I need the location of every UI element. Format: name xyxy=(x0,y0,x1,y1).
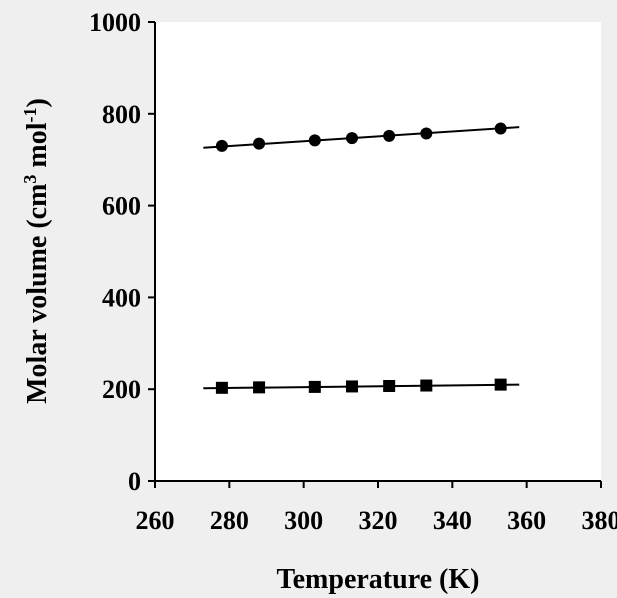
data-point-square xyxy=(494,378,507,391)
data-point-circle xyxy=(215,139,228,152)
data-point-square xyxy=(308,380,321,393)
x-tick-label: 260 xyxy=(136,506,175,535)
data-point-circle xyxy=(383,129,396,142)
x-tick-label: 300 xyxy=(284,506,323,535)
y-axis-title-main: Molar volume (cm xyxy=(22,184,53,404)
data-point-circle xyxy=(308,134,321,147)
y-axis-title: Molar volume (cm3 mol-1) xyxy=(20,98,53,404)
plot-area xyxy=(155,22,601,481)
x-axis-title: Temperature (K) xyxy=(277,564,480,595)
y-tick-label: 200 xyxy=(102,375,141,404)
chart-marks xyxy=(203,122,520,394)
data-point-circle xyxy=(345,132,358,145)
y-tick-label: 600 xyxy=(102,192,141,221)
x-tick-label: 280 xyxy=(210,506,249,535)
y-tick-label: 0 xyxy=(128,467,141,496)
data-point-square xyxy=(345,380,358,393)
x-tick-label: 380 xyxy=(582,506,617,535)
y-tick-label: 800 xyxy=(102,100,141,129)
y-ticks: 0 200 400 600 800 1000 xyxy=(89,8,155,496)
data-point-square xyxy=(383,379,396,392)
x-tick-label: 340 xyxy=(433,506,472,535)
data-point-square xyxy=(215,381,228,394)
data-point-square xyxy=(253,381,266,394)
data-point-square xyxy=(420,379,433,392)
y-tick-label: 1000 xyxy=(89,8,141,37)
y-axis-title-sup2: -1 xyxy=(20,107,40,122)
data-point-circle xyxy=(420,127,433,140)
data-point-circle xyxy=(494,122,507,135)
y-axis-title-end: ) xyxy=(22,98,53,107)
y-axis-title-sup1: 3 xyxy=(20,175,40,184)
y-axis-title-mid: mol xyxy=(22,122,53,174)
x-ticks: 260 280 300 320 340 360 380 xyxy=(136,481,617,535)
x-tick-label: 360 xyxy=(507,506,546,535)
data-point-circle xyxy=(253,137,266,150)
y-tick-label: 400 xyxy=(102,283,141,312)
x-tick-label: 320 xyxy=(359,506,398,535)
